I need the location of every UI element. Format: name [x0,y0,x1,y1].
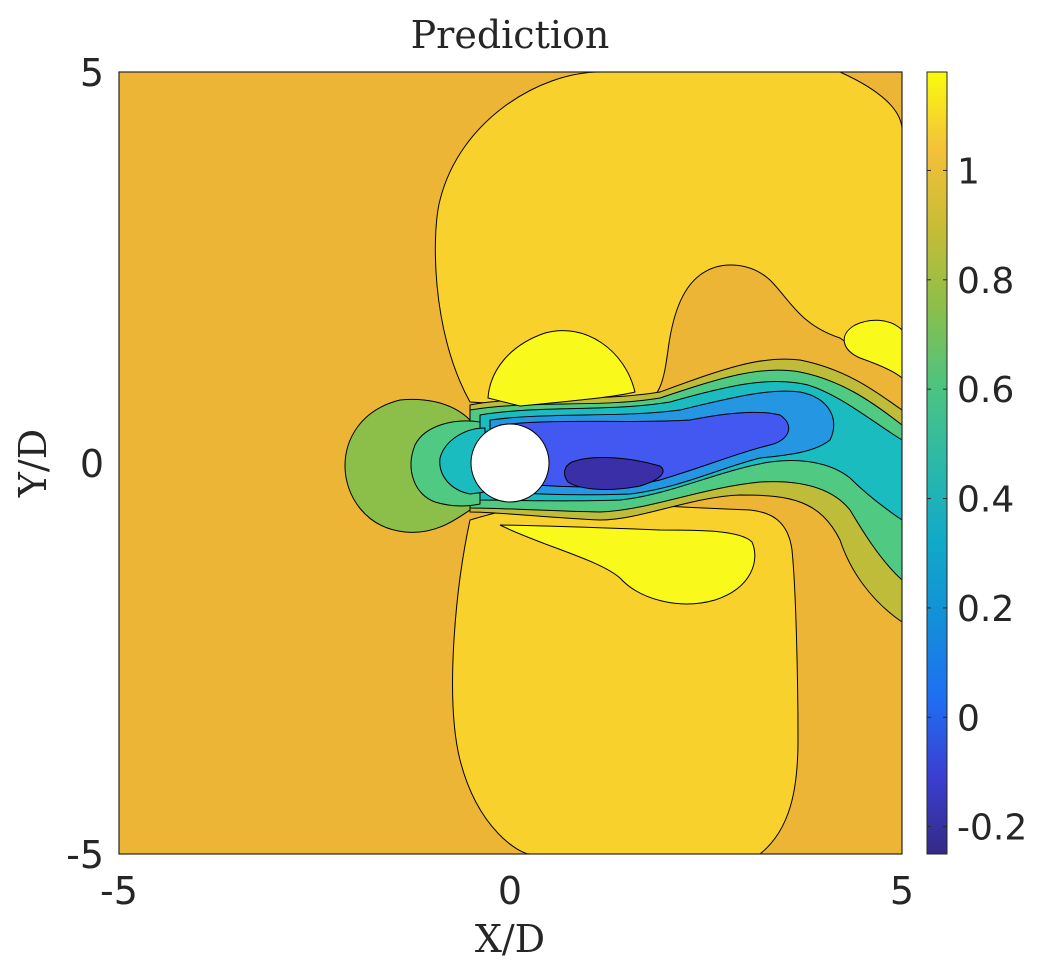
x-tick-label: 0 [498,869,522,913]
contour-wake-core [564,457,664,490]
y-tick-label: 0 [80,442,104,486]
y-axis: 5 0 -5 Y/D [11,51,104,877]
colorbar-tick-label: 0.6 [957,370,1014,411]
cylinder-obstacle [470,423,550,503]
chart-title: Prediction [411,13,610,57]
x-tick-label: 5 [890,869,914,913]
contour-right-peak [843,319,902,379]
x-axis: -5 0 5 X/D [100,869,914,961]
x-axis-label: X/D [475,917,545,961]
colorbar-tick-label: -0.2 [957,808,1027,849]
colorbar-gradient [926,71,948,855]
colorbar-tick-label: 0.4 [957,480,1014,521]
colorbar-tick-label: 1 [957,151,980,192]
contour-upper-peak [487,330,636,407]
x-tick-label: -5 [100,869,138,913]
contour-upper-lobe [434,72,902,411]
y-tick-label: -5 [66,833,104,877]
axes-frame [118,71,903,855]
y-axis-label: Y/D [11,429,55,498]
colorbar-tick-label: 0.8 [957,261,1014,302]
colorbar-tick-label: 0.2 [957,589,1014,630]
y-tick-label: 5 [80,51,104,95]
colorbar-ticks: 1 0.8 0.6 0.4 0.2 0 -0.2 [927,151,1027,849]
colorbar-tick-label: 0 [957,698,980,739]
contour-lower-peak [499,524,756,605]
colorbar: 1 0.8 0.6 0.4 0.2 0 -0.2 [926,71,1027,855]
plot-area [119,72,902,854]
